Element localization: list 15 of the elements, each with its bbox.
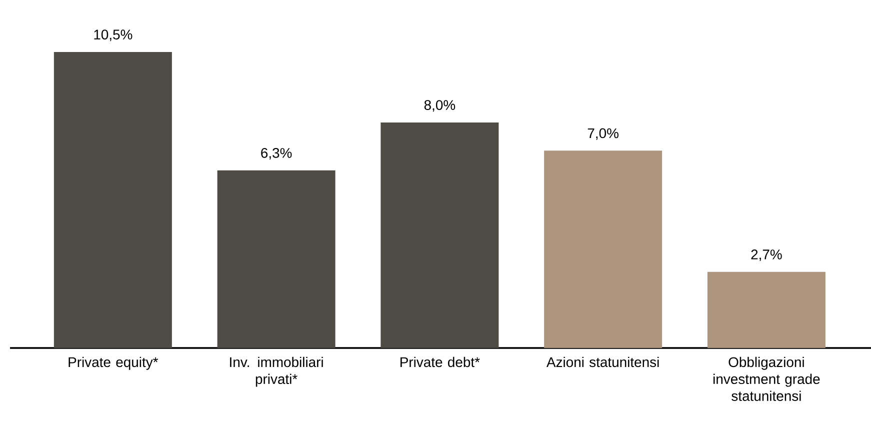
bar — [380, 122, 499, 348]
x-tick-label: Azioni statunitensi — [546, 356, 659, 368]
x-tick-label: Obbligazioni investment grade statunitensi — [714, 356, 820, 401]
data-label: 8,0% — [424, 100, 456, 112]
data-label: 10,5% — [94, 30, 132, 42]
bar — [54, 52, 172, 348]
bar — [707, 272, 826, 348]
bar — [217, 170, 336, 348]
x-tick-label: Inv. immobiliari privati* — [230, 356, 323, 387]
x-tick-label: Private equity* — [68, 356, 158, 370]
data-label: 7,0% — [588, 128, 618, 140]
bar — [544, 150, 662, 348]
data-label: 2,7% — [751, 250, 782, 262]
data-label: 6,3% — [261, 148, 292, 160]
x-tick-label: Private debt* — [400, 356, 480, 368]
